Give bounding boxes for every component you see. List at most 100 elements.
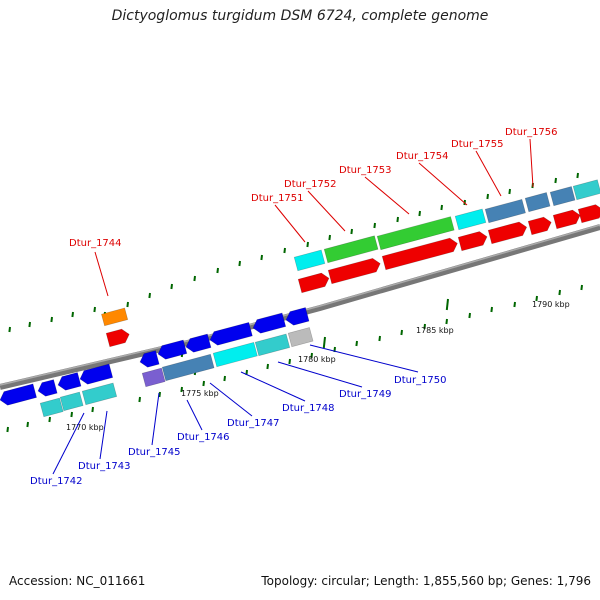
tick-mark — [554, 177, 557, 184]
feature-teal-shape — [59, 391, 84, 412]
label-leader-line — [364, 176, 410, 215]
cds-forward-shape — [552, 209, 581, 230]
tick-mark — [283, 247, 286, 254]
label-leader-lines — [52, 138, 534, 475]
tick-mark — [148, 292, 151, 299]
tick-mark — [71, 311, 74, 318]
tick-mark — [238, 260, 241, 267]
tick-mark — [158, 391, 161, 398]
gene-label-forward: Dtur_1752 — [284, 179, 337, 190]
tick-mark — [288, 358, 291, 365]
cds-forward — [527, 216, 552, 236]
label-leader-line — [99, 410, 108, 460]
cds-reverse-shape — [285, 307, 310, 326]
tick-mark — [202, 380, 205, 387]
feature-cyan-shape — [212, 342, 258, 368]
feature-green — [323, 235, 379, 264]
tick-mark — [223, 375, 226, 382]
label-leader-line — [529, 138, 534, 188]
tick-mark — [576, 172, 579, 179]
feature-cyan — [212, 342, 258, 368]
cds-reverse-shape — [79, 363, 114, 385]
tick-mark — [468, 312, 471, 319]
scale-labels: 1770 kbp 1775 kbp 1780 kbp 1785 kbp 1790 kbp — [66, 300, 570, 432]
cds-forward — [381, 237, 458, 271]
feature-teal — [59, 391, 84, 412]
feature-orange-shape — [101, 307, 129, 327]
genome-summary-text: Topology: circular; Length: 1,855,560 bp… — [261, 574, 591, 588]
label-leader-line — [240, 371, 306, 402]
feature-gray-shape — [287, 327, 314, 348]
feature-cyan — [454, 208, 487, 231]
cds-forward-shape — [105, 328, 130, 348]
label-leader-line — [52, 412, 85, 475]
label-leader-line — [151, 392, 160, 446]
cds-reverse — [139, 350, 160, 368]
gene-label-reverse: Dtur_1742 — [30, 476, 83, 487]
cds-forward-shape — [457, 231, 488, 252]
tick-mark — [490, 306, 493, 313]
scale-label: 1790 kbp — [532, 300, 570, 309]
label-leader-line — [475, 150, 502, 197]
cds-forward — [552, 209, 581, 230]
gene-features — [0, 179, 600, 418]
label-leader-line — [277, 361, 363, 388]
tick-mark — [440, 204, 443, 211]
genome-backbone — [0, 224, 600, 390]
tick-mark — [486, 193, 489, 200]
feature-teal-shape — [81, 382, 118, 406]
feature-purple-shape — [141, 367, 166, 388]
tick-mark — [93, 306, 96, 313]
cds-reverse-shape — [0, 383, 37, 406]
tick-mark — [70, 411, 73, 418]
label-leader-line — [309, 344, 419, 373]
gene-label-reverse: Dtur_1743 — [78, 461, 131, 472]
tick-mark — [126, 301, 129, 308]
tick-mark — [423, 323, 426, 330]
feature-steelblue-shape — [524, 192, 551, 213]
feature-green-shape — [376, 216, 455, 251]
tick-mark — [50, 316, 53, 323]
cds-forward-shape — [487, 221, 528, 245]
cds-forward-shape — [577, 204, 600, 224]
label-leader-line — [186, 399, 203, 431]
tick-mark — [445, 318, 448, 325]
cds-reverse-shape — [209, 322, 253, 346]
cds-reverse — [57, 372, 82, 391]
scale-label: 1785 kbp — [416, 326, 454, 335]
tick-mark — [216, 267, 219, 274]
tick-mark — [558, 289, 561, 296]
cds-forward-shape — [327, 258, 381, 285]
cds-reverse — [157, 339, 188, 360]
tick-mark — [306, 241, 309, 248]
feature-green-shape — [323, 235, 379, 264]
tick-mark — [138, 396, 141, 403]
cds-forward — [577, 204, 600, 224]
scale-label: 1780 kbp — [298, 355, 336, 364]
label-leader-line — [418, 162, 468, 206]
tick-mark — [91, 406, 94, 413]
label-leader-line — [274, 204, 306, 243]
tick-mark — [378, 335, 381, 342]
label-leader-line — [307, 190, 346, 232]
tick-mark — [350, 228, 353, 235]
gene-label-reverse: Dtur_1749 — [339, 389, 392, 400]
gene-label-forward: Dtur_1753 — [339, 165, 392, 176]
tick-mark — [180, 386, 183, 393]
major-tick-mark — [322, 336, 326, 349]
cds-forward — [105, 328, 130, 348]
tick-mark — [328, 234, 331, 241]
tick-mark — [26, 421, 29, 428]
cds-forward-shape — [381, 237, 458, 271]
cds-reverse-shape — [57, 372, 82, 391]
tick-mark — [6, 426, 9, 433]
feature-orange — [101, 307, 129, 327]
label-leader-line — [209, 382, 253, 417]
gene-label-reverse: Dtur_1747 — [227, 418, 280, 429]
gene-label-forward: Dtur_1756 — [505, 127, 558, 138]
feature-teal-shape — [39, 397, 64, 418]
feature-purple — [141, 367, 166, 388]
tick-mark — [400, 329, 403, 336]
